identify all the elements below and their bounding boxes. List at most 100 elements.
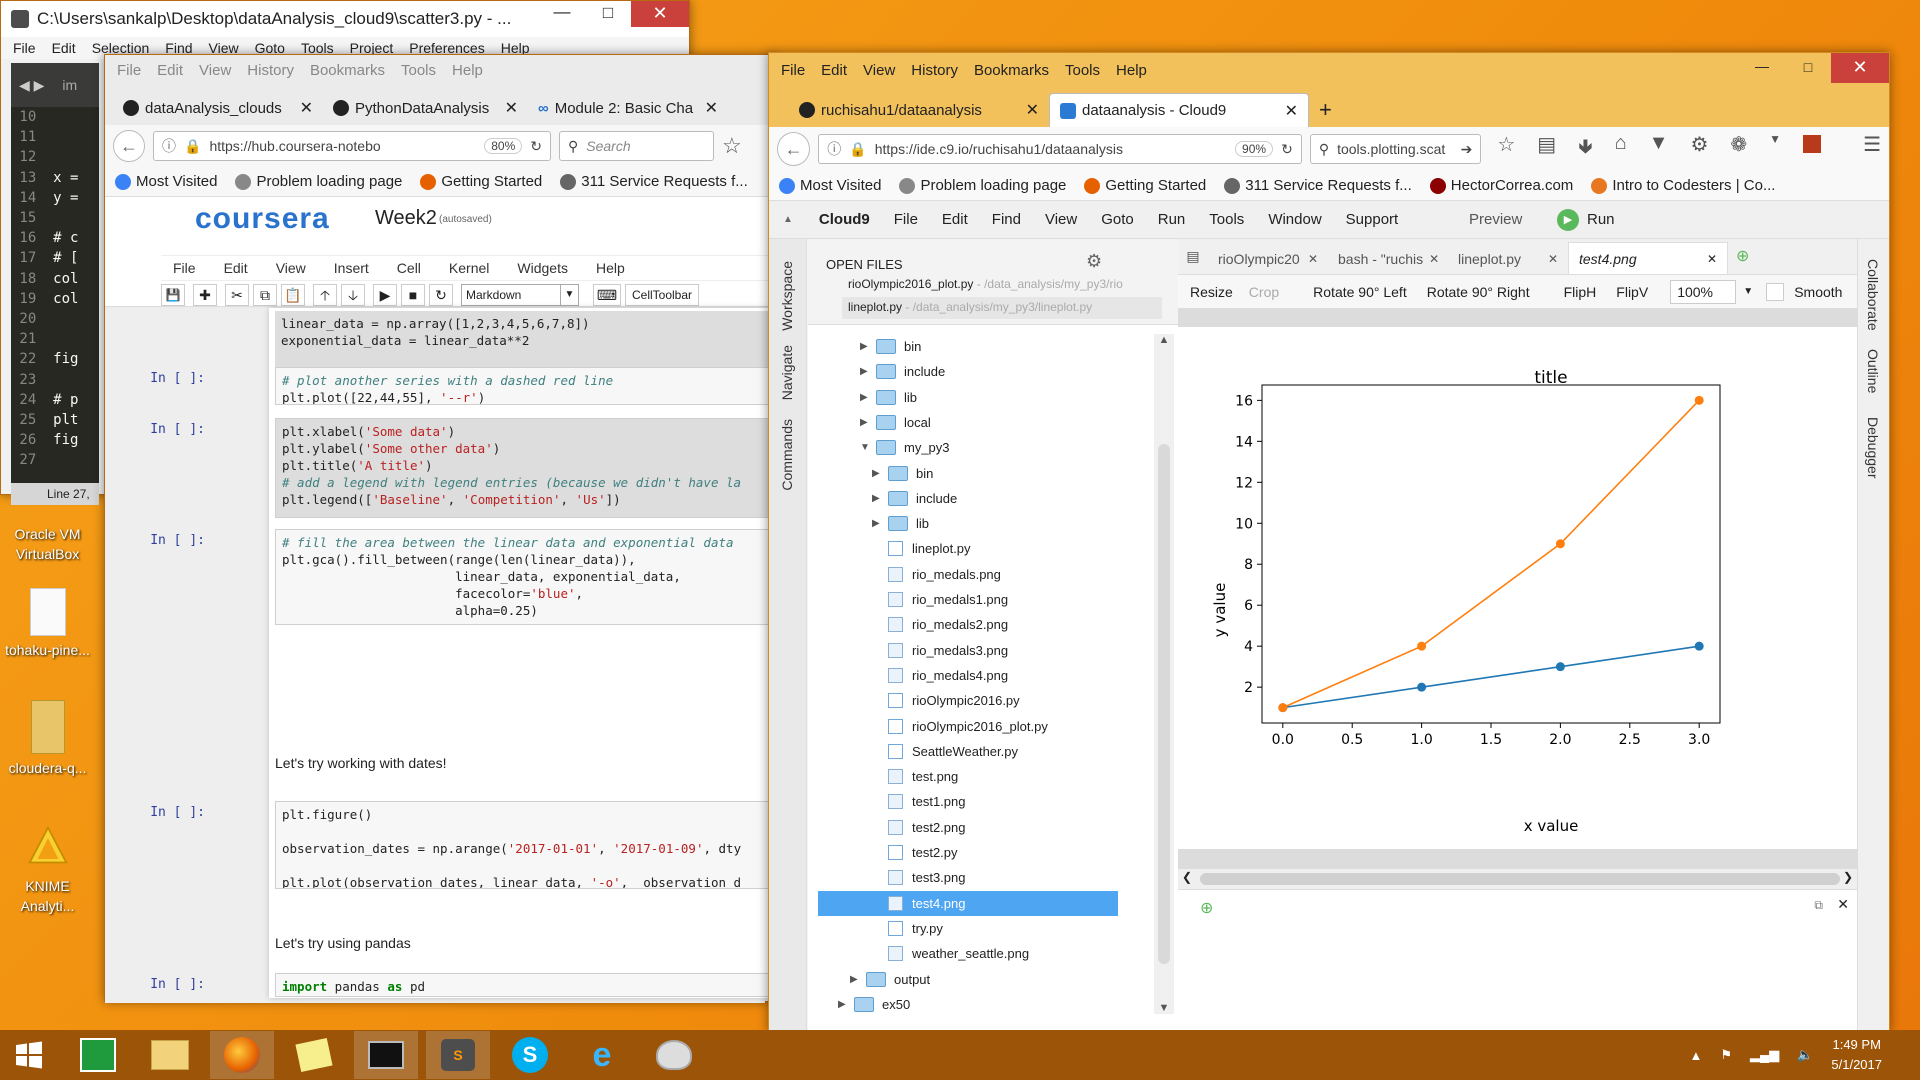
back-button[interactable]: ← [113, 130, 145, 162]
maximize-panel-icon[interactable]: ⧉ [1814, 898, 1823, 912]
bookmark-item[interactable]: Most Visited [115, 173, 217, 190]
flag-icon[interactable]: ⚑ [1720, 1047, 1732, 1062]
restart-icon[interactable]: ↻ [429, 284, 453, 306]
tree-item-lib[interactable]: ▶ lib [860, 385, 917, 410]
tree-item-test3-png[interactable]: test3.png [872, 865, 966, 890]
sublime-icon[interactable]: S [426, 1031, 490, 1079]
extension-icon[interactable]: ⚙ [1690, 134, 1709, 156]
cloud9-url-bar[interactable]: ⓘ 🔒 https://ide.c9.io/ruchisahu1/dataana… [818, 134, 1302, 164]
expand-arrow-icon[interactable]: ▶ [860, 391, 868, 403]
tree-item-local[interactable]: ▶ local [860, 410, 931, 435]
desktop-icon-cloudera[interactable]: cloudera-q... [0, 700, 95, 778]
tree-item-rio-medals-png[interactable]: rio_medals.png [872, 562, 1001, 587]
close-tab-icon[interactable]: ✕ [504, 100, 518, 117]
tree-item-bin[interactable]: ▶ bin [860, 334, 921, 359]
expand-arrow-icon[interactable]: ▼ [860, 442, 870, 454]
scroll-left-icon[interactable]: ❮ [1182, 870, 1193, 884]
code-cell-2[interactable]: # plot another series with a dashed red … [275, 367, 775, 405]
stop-icon[interactable]: ■ [401, 284, 425, 306]
new-tab-button[interactable]: + [1319, 97, 1332, 122]
expand-arrow-icon[interactable]: ▶ [860, 341, 868, 352]
firefox-icon[interactable] [210, 1031, 274, 1079]
close-tab-icon[interactable]: ✕ [1307, 252, 1318, 266]
add-tab-icon[interactable]: ⊕ [1736, 248, 1750, 265]
expand-arrow-icon[interactable]: ▶ [860, 366, 868, 378]
menu-item-view[interactable]: View [199, 61, 232, 79]
rotate-left-button[interactable]: Rotate 90° Left [1313, 283, 1407, 300]
back-button[interactable]: ← [777, 132, 811, 166]
menu-item-tools[interactable]: Tools [400, 61, 437, 79]
maximize-button[interactable]: □ [1803, 59, 1813, 75]
notebook-menu-edit[interactable]: Edit [223, 260, 248, 276]
close-tab-icon[interactable]: ✕ [1284, 102, 1298, 120]
chevron-right-icon[interactable]: ▶ [33, 77, 45, 93]
reload-icon[interactable]: ↻ [530, 137, 542, 154]
preview-button[interactable]: Preview [1469, 211, 1523, 228]
tab-github-2[interactable]: PythonDataAnalysis ✕ [323, 91, 528, 125]
bookmark-item[interactable]: Getting Started [420, 173, 542, 190]
keyboard-icon[interactable]: ⌨ [593, 284, 621, 306]
tree-item-weather-seattle-png[interactable]: weather_seattle.png [872, 941, 1029, 966]
menu-item-help[interactable]: Help [1116, 61, 1147, 79]
run-button[interactable]: ▶ Run [1557, 208, 1615, 231]
menu-item-help[interactable]: Help [452, 61, 483, 79]
menu-item-file[interactable]: File [13, 40, 36, 56]
ie-icon[interactable]: e [592, 1035, 612, 1074]
minimize-button[interactable]: — [553, 2, 571, 21]
bookmark-item[interactable]: 311 Service Requests f... [560, 173, 748, 190]
menu-item-tools[interactable]: Tools [1064, 61, 1101, 79]
coursera-logo[interactable]: coursera [195, 202, 330, 235]
expand-arrow-icon[interactable]: ▶ [838, 998, 846, 1010]
firebug-icon[interactable]: ❁ [1730, 134, 1748, 156]
cloud9-menu-view[interactable]: View [1044, 211, 1078, 228]
menu-item-file[interactable]: File [781, 61, 806, 79]
tree-item-rio-medals1-png[interactable]: rio_medals1.png [872, 587, 1008, 612]
editor-tab-active[interactable]: test4.png ✕ [1568, 242, 1728, 274]
menu-item-edit[interactable]: Edit [157, 61, 184, 79]
code-cell-4[interactable]: # fill the area between the linear data … [275, 529, 775, 625]
add-cell-icon[interactable]: ✚ [193, 284, 217, 306]
cloud9-menu-run[interactable]: Run [1157, 211, 1186, 228]
bookmark-item[interactable]: Most Visited [779, 177, 881, 194]
cut-icon[interactable]: ✂ [225, 284, 249, 306]
close-tab-icon[interactable]: ✕ [299, 100, 313, 117]
coursera-url-bar[interactable]: ⓘ 🔒 https://hub.coursera-notebo 80% ↻ [153, 131, 551, 161]
close-tab-icon[interactable]: ✕ [704, 100, 718, 117]
reload-icon[interactable]: ↻ [1281, 140, 1293, 157]
open-file-item[interactable]: rioOlympic2016_plot.py - /data_analysis/… [848, 277, 1123, 291]
menu-item-bookmarks[interactable]: Bookmarks [973, 61, 1049, 79]
tree-item-test-png[interactable]: test.png [872, 764, 958, 789]
close-button[interactable]: ✕ [631, 1, 689, 27]
tree-item-include[interactable]: ▶ include [860, 359, 945, 384]
cloud9-menu-support[interactable]: Support [1345, 211, 1399, 228]
commands-panel-tab[interactable]: Commands [779, 419, 795, 491]
run-cell-icon[interactable]: ▶ [373, 284, 397, 306]
menu-item-edit[interactable]: Edit [821, 61, 848, 79]
tree-item-my-py3[interactable]: ▼ my_py3 [860, 435, 950, 460]
save-icon[interactable]: 💾 [161, 284, 185, 306]
menu-item-view[interactable]: View [863, 61, 896, 79]
menu-item-find[interactable]: Find [165, 40, 193, 56]
close-button[interactable]: ✕ [1831, 53, 1889, 83]
notebook-title[interactable]: Week2 [375, 207, 437, 229]
bookmark-star-icon[interactable]: ☆ [1497, 134, 1516, 156]
celltoolbar-button[interactable]: CellToolbar [625, 284, 700, 306]
menu-item-help[interactable]: Help [500, 40, 530, 56]
cloud9-search-box[interactable]: ⚲ tools.plotting.scat ➔ [1309, 134, 1482, 164]
tree-item-rio-medals2-png[interactable]: rio_medals2.png [872, 612, 1008, 637]
zoom-badge[interactable]: 80% [484, 138, 523, 154]
expand-arrow-icon[interactable]: ▶ [872, 518, 880, 530]
tree-item-lib[interactable]: ▶ lib [872, 511, 929, 536]
cloud9-menu-tools[interactable]: Tools [1209, 211, 1245, 228]
reading-list-icon[interactable]: ▤ [1537, 134, 1557, 156]
store-icon[interactable] [66, 1031, 130, 1079]
file-explorer-icon[interactable] [138, 1031, 202, 1079]
cloud9-menu-goto[interactable]: Goto [1101, 211, 1134, 228]
bookmark-star-icon[interactable]: ☆ [722, 133, 742, 158]
fliph-button[interactable]: FlipH [1563, 283, 1597, 300]
tree-item-seattleweather-py[interactable]: SeattleWeather.py [872, 739, 1018, 764]
notebook-menu-widgets[interactable]: Widgets [517, 260, 568, 276]
tab-list-icon[interactable]: ▤ [1186, 248, 1200, 264]
desktop-icon-virtualbox[interactable]: Oracle VM VirtualBox [0, 490, 95, 564]
expand-arrow-icon[interactable]: ▶ [860, 416, 868, 428]
